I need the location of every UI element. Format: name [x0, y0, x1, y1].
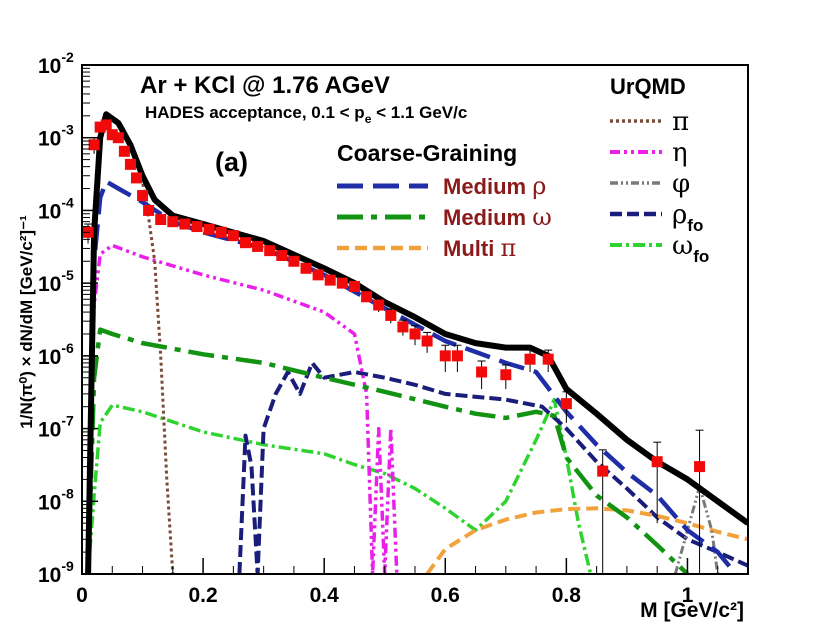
data-point: [288, 255, 300, 267]
series-line-eta: [86, 243, 399, 574]
y-tick-label: 10-4: [38, 194, 74, 223]
data-point: [651, 456, 663, 468]
data-point: [106, 129, 118, 141]
data-point: [409, 328, 421, 340]
series-line-total: [85, 111, 748, 574]
x-tick-label: 0: [76, 584, 88, 607]
legend-label-phi: φ: [672, 169, 690, 199]
data-point: [348, 280, 360, 292]
y-tick-label: 10-2: [38, 49, 74, 78]
y-tick-label: 10-9: [38, 558, 74, 587]
series-line-multi-pi: [425, 506, 748, 574]
data-point: [215, 226, 227, 238]
data-point: [155, 214, 167, 226]
series-line-medium-rho: [85, 179, 738, 574]
data-point: [94, 121, 106, 133]
data-point: [524, 353, 536, 365]
data-point: [373, 299, 385, 311]
data-point: [361, 291, 373, 303]
y-tick-label: 10-6: [38, 340, 74, 369]
legend-left-title: Coarse-Graining: [337, 140, 517, 166]
legend-label-eta: η: [672, 138, 688, 168]
data-point: [276, 249, 288, 261]
data-point: [542, 353, 554, 365]
chart-title: Ar + KCl @ 1.76 AGeV: [140, 72, 390, 99]
data-point: [264, 245, 276, 257]
data-point: [239, 237, 251, 249]
data-point: [137, 190, 149, 202]
data-point: [312, 269, 324, 281]
series-line-medium-omega: [85, 327, 690, 574]
data-point: [385, 309, 397, 321]
x-axis-title: M [GeV/c²]: [640, 599, 744, 622]
data-point: [324, 274, 336, 286]
data-point: [112, 132, 124, 144]
data-point: [397, 321, 409, 333]
data-point: [336, 277, 348, 289]
x-tick-label: 1: [682, 584, 694, 607]
data-point: [300, 262, 312, 274]
legend-coarse-graining: Coarse-Graining Medium ρ Medium ω Multi π: [337, 140, 552, 262]
data-point: [560, 398, 572, 410]
data-point: [500, 369, 512, 381]
panel-label: (a): [215, 147, 248, 177]
data-point: [694, 461, 706, 473]
y-tick-label: 10-3: [38, 122, 74, 151]
y-axis-title: 1/N(π⁰) × dN/dM [GeV/c²]⁻¹: [17, 215, 36, 429]
chart-subtitle: HADES acceptance, 0.1 < pe < 1.1 GeV/c: [145, 103, 467, 126]
legend-label-medium-rho: Medium ρ: [443, 172, 546, 200]
data-point: [227, 230, 239, 242]
data-point: [167, 216, 179, 228]
y-tick-label: 10-8: [38, 485, 74, 514]
legend-label-multi-pi: Multi π: [443, 234, 516, 262]
x-tick-label: 0.6: [431, 584, 460, 607]
data-point: [143, 204, 155, 216]
legend-label-rho-fo: ρfo: [672, 200, 703, 235]
legend-label-medium-omega: Medium ω: [443, 203, 552, 231]
data-point: [421, 335, 433, 347]
x-tick-label: 0.2: [188, 584, 217, 607]
series-line-omega-fo: [86, 397, 593, 574]
data-point: [179, 218, 191, 230]
y-tick-label: 10-5: [38, 267, 74, 296]
data-point: [451, 350, 463, 362]
x-tick-label: 0.4: [310, 584, 340, 607]
data-point: [88, 139, 100, 151]
data-point: [124, 158, 136, 170]
data-point: [100, 119, 112, 131]
data-point: [476, 366, 488, 378]
data-point: [203, 223, 215, 235]
legend-label-pi: π: [672, 107, 689, 137]
legend-label-omega-fo: ωfo: [672, 231, 709, 266]
data-point: [597, 465, 609, 477]
legend-right-title: UrQMD: [610, 74, 686, 99]
data-point: [252, 240, 264, 252]
x-tick-label: 0.8: [552, 584, 582, 607]
data-point: [439, 350, 451, 362]
series-line-rho-fo: [237, 360, 748, 574]
y-tick-label: 10-7: [38, 413, 74, 442]
data-point: [118, 145, 130, 157]
data-point: [191, 221, 203, 233]
data-point: [130, 172, 142, 184]
